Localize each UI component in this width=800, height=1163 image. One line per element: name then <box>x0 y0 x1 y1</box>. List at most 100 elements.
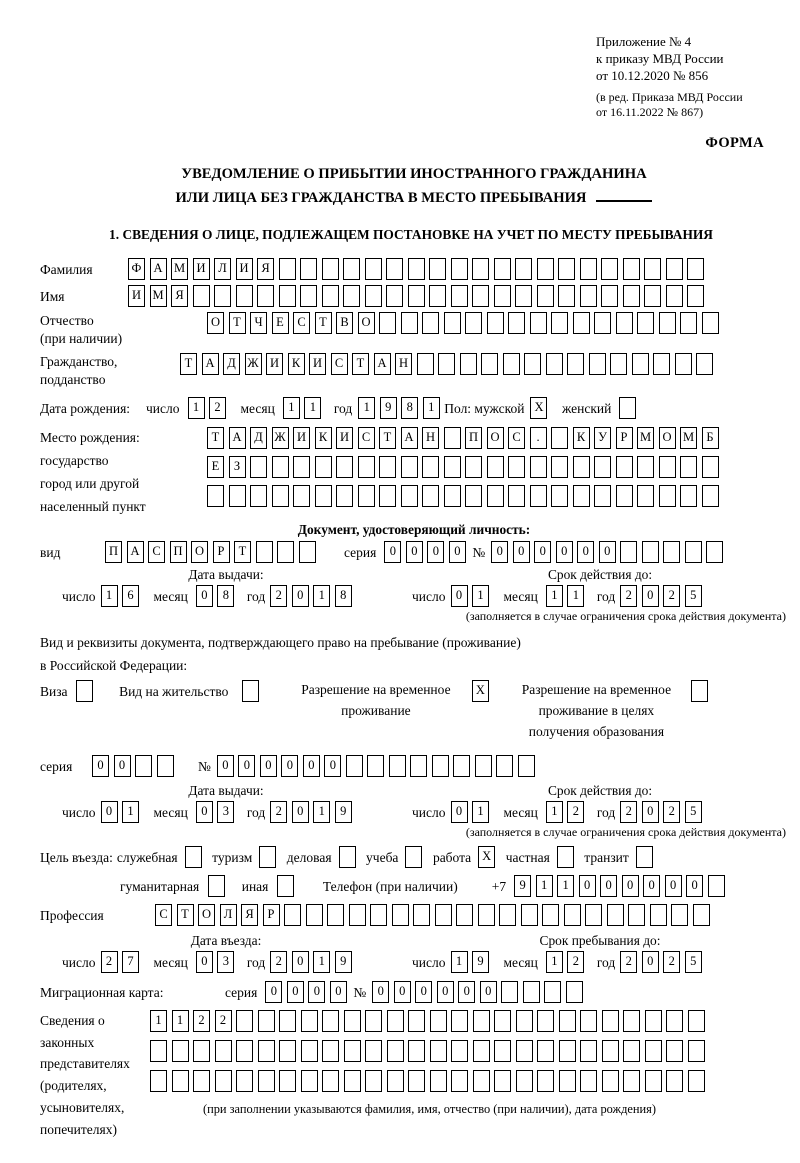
char-cell[interactable]: С <box>155 903 172 926</box>
char-cell[interactable]: 0 <box>664 874 682 897</box>
char-cell[interactable] <box>649 903 667 926</box>
char-cell[interactable] <box>343 1039 361 1062</box>
char-cell[interactable]: 0 <box>600 874 618 897</box>
char-cell[interactable] <box>150 1039 167 1062</box>
purpose-tourism-checkbox[interactable] <box>259 845 277 868</box>
char-cell[interactable] <box>327 903 344 926</box>
char-cell[interactable]: 1 <box>100 584 118 607</box>
char-cell[interactable] <box>508 312 525 335</box>
char-cell[interactable]: 0 <box>216 754 234 777</box>
char-cell[interactable] <box>572 312 590 335</box>
char-cell[interactable] <box>443 426 461 449</box>
char-cell[interactable] <box>524 352 541 375</box>
char-cell[interactable] <box>271 484 289 507</box>
char-cell[interactable] <box>365 1069 382 1092</box>
char-cell[interactable] <box>171 1039 189 1062</box>
purpose-humanitarian-checkbox[interactable] <box>208 874 226 897</box>
char-cell[interactable] <box>472 1009 490 1032</box>
char-cell[interactable]: 1 <box>535 874 553 897</box>
char-cell[interactable] <box>692 903 710 926</box>
char-cell[interactable] <box>601 1039 619 1062</box>
char-cell[interactable] <box>443 312 461 335</box>
char-cell[interactable] <box>623 1039 640 1062</box>
char-cell[interactable] <box>156 754 174 777</box>
char-cell[interactable] <box>536 285 554 308</box>
char-cell[interactable] <box>658 484 676 507</box>
purpose-private-checkbox[interactable] <box>556 845 574 868</box>
char-cell[interactable]: О <box>191 540 208 563</box>
char-cell[interactable] <box>558 1039 576 1062</box>
char-cell[interactable] <box>665 258 683 281</box>
char-cell[interactable] <box>486 484 504 507</box>
char-cell[interactable]: Ч <box>250 312 267 335</box>
char-cell[interactable] <box>438 352 455 375</box>
char-cell[interactable]: 1 <box>282 396 300 419</box>
char-cell[interactable] <box>300 1009 318 1032</box>
char-cell[interactable] <box>277 540 294 563</box>
char-cell[interactable]: 0 <box>195 950 213 973</box>
char-cell[interactable] <box>279 1069 296 1092</box>
char-cell[interactable] <box>515 1069 533 1092</box>
char-cell[interactable]: Р <box>615 426 633 449</box>
char-cell[interactable] <box>391 903 409 926</box>
char-cell[interactable] <box>637 312 654 335</box>
char-cell[interactable] <box>472 1039 490 1062</box>
char-cell[interactable]: 0 <box>458 980 476 1003</box>
purpose-study-checkbox[interactable] <box>405 845 423 868</box>
char-cell[interactable]: 0 <box>479 980 497 1003</box>
char-cell[interactable] <box>674 352 692 375</box>
char-cell[interactable]: С <box>357 426 375 449</box>
char-cell[interactable] <box>278 285 296 308</box>
char-cell[interactable] <box>687 285 704 308</box>
char-cell[interactable] <box>279 1039 296 1062</box>
char-cell[interactable] <box>680 312 697 335</box>
char-cell[interactable] <box>508 484 525 507</box>
char-cell[interactable]: 0 <box>384 540 402 563</box>
char-cell[interactable]: Н <box>395 352 412 375</box>
char-cell[interactable]: М <box>171 258 188 281</box>
char-cell[interactable]: В <box>336 312 353 335</box>
female-checkbox[interactable] <box>619 396 637 419</box>
char-cell[interactable]: 0 <box>598 540 616 563</box>
char-cell[interactable]: Т <box>234 540 251 563</box>
char-cell[interactable] <box>357 484 375 507</box>
char-cell[interactable] <box>701 312 719 335</box>
char-cell[interactable] <box>522 980 540 1003</box>
purpose-transit-checkbox[interactable] <box>635 845 653 868</box>
char-cell[interactable] <box>322 1069 339 1092</box>
char-cell[interactable] <box>628 903 645 926</box>
char-cell[interactable]: 3 <box>217 950 235 973</box>
char-cell[interactable]: О <box>207 312 224 335</box>
char-cell[interactable]: 0 <box>436 980 454 1003</box>
char-cell[interactable]: Л <box>214 258 231 281</box>
char-cell[interactable]: Е <box>271 312 289 335</box>
char-cell[interactable] <box>214 1039 232 1062</box>
char-cell[interactable] <box>408 1039 425 1062</box>
char-cell[interactable] <box>416 352 434 375</box>
char-cell[interactable]: Т <box>352 352 369 375</box>
char-cell[interactable] <box>494 1009 511 1032</box>
char-cell[interactable]: 1 <box>358 396 376 419</box>
char-cell[interactable]: 2 <box>100 950 118 973</box>
char-cell[interactable]: А <box>373 352 391 375</box>
temp-residence-checkbox[interactable]: X <box>471 679 489 702</box>
char-cell[interactable]: А <box>149 258 167 281</box>
char-cell[interactable] <box>502 352 520 375</box>
char-cell[interactable] <box>321 258 339 281</box>
char-cell[interactable] <box>474 754 492 777</box>
char-cell[interactable]: 0 <box>405 540 423 563</box>
char-cell[interactable] <box>235 285 253 308</box>
char-cell[interactable] <box>135 754 152 777</box>
char-cell[interactable]: Ф <box>128 258 145 281</box>
char-cell[interactable] <box>236 1039 253 1062</box>
char-cell[interactable] <box>429 1069 447 1092</box>
char-cell[interactable]: 0 <box>578 874 596 897</box>
char-cell[interactable] <box>228 484 246 507</box>
char-cell[interactable] <box>379 484 396 507</box>
char-cell[interactable] <box>644 258 661 281</box>
char-cell[interactable] <box>422 312 439 335</box>
char-cell[interactable] <box>379 312 396 335</box>
char-cell[interactable]: 0 <box>641 584 659 607</box>
char-cell[interactable]: Т <box>228 312 246 335</box>
char-cell[interactable] <box>622 285 640 308</box>
